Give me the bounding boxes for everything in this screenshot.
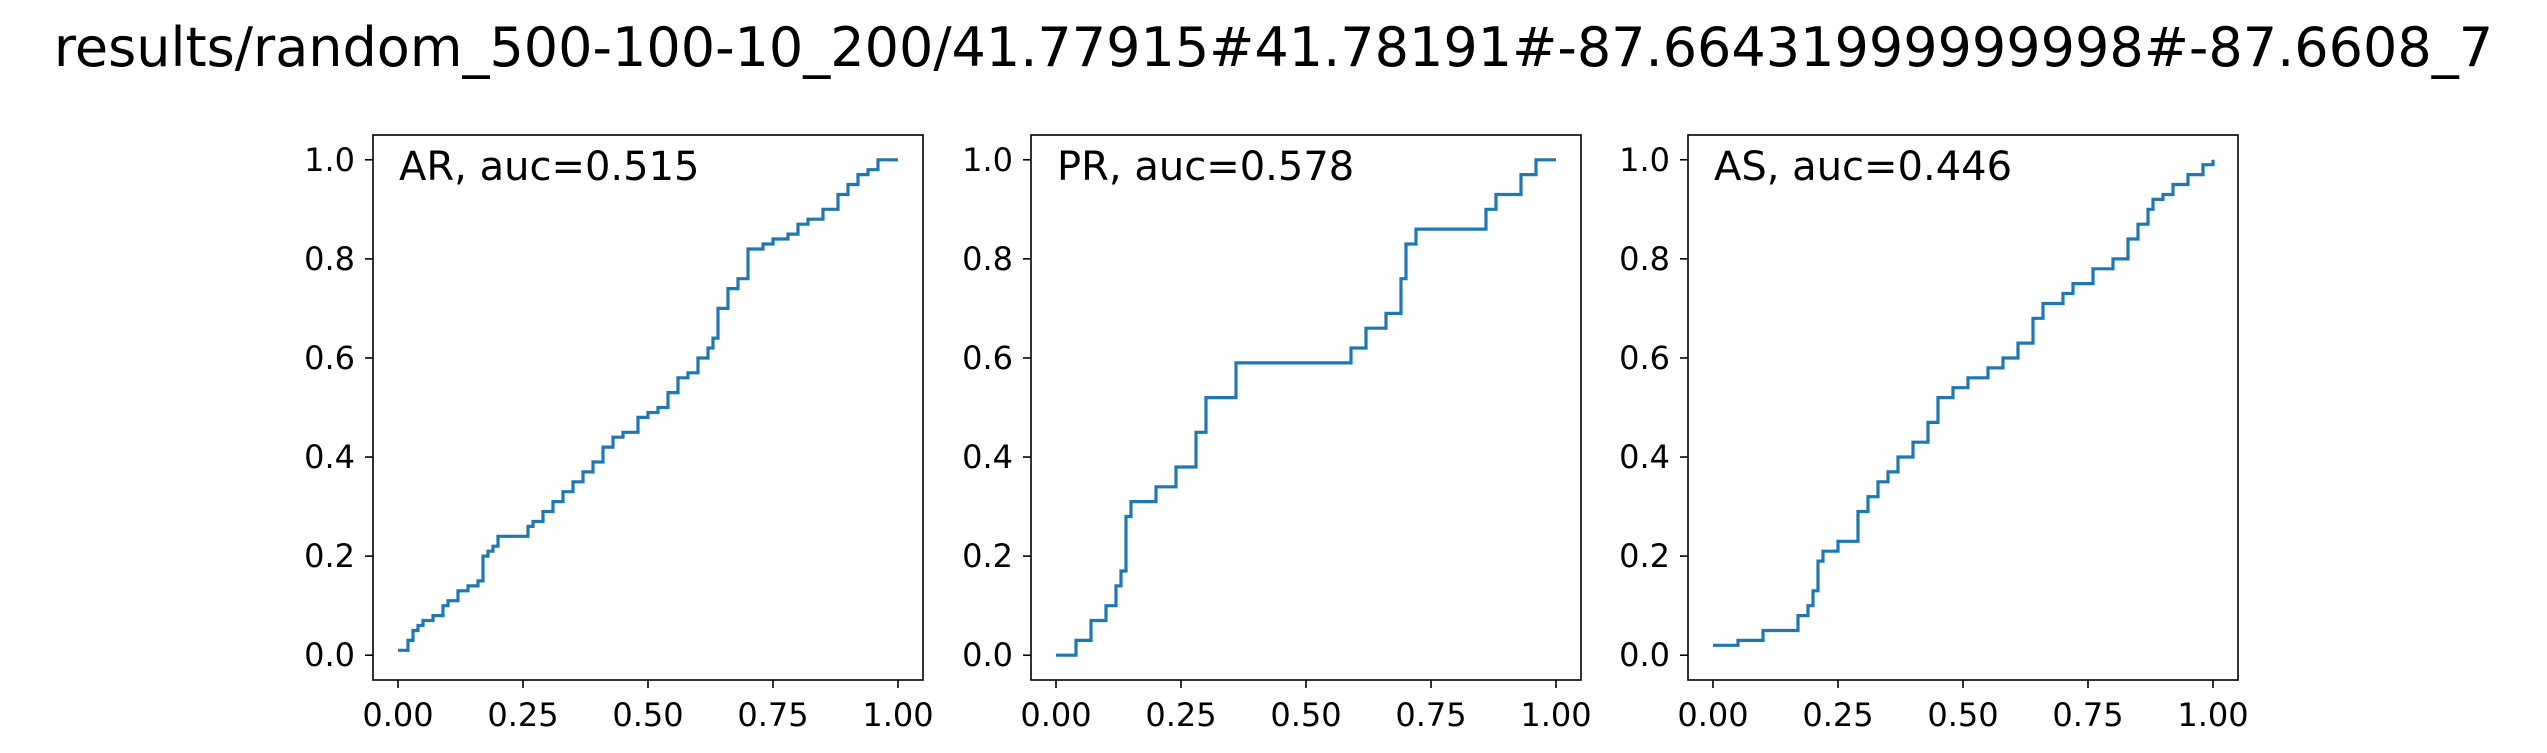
axes-frame <box>1687 134 2239 681</box>
y-tick-label: 0.0 <box>962 636 1013 674</box>
x-tick-label: 0.25 <box>487 696 558 734</box>
y-tick-label: 0.2 <box>1619 537 1670 575</box>
y-tick-label: 0.4 <box>304 438 355 476</box>
subplot-label: AR, auc=0.515 <box>399 144 699 190</box>
x-tick-label: 1.00 <box>862 696 933 734</box>
figure-title: results/random_500-100-10_200/41.77915#4… <box>53 16 2494 79</box>
series-line-1-1 <box>398 158 898 652</box>
y-tick-label: 0.2 <box>962 537 1013 575</box>
subplot-3: 0.00 0.25 0.50 0.75 1.00 0.0 0.2 0.4 0.6 0.8 1.0 AS… <box>1619 134 2249 734</box>
y-tick-label: 0.0 <box>304 636 355 674</box>
y-tick-label: 0.6 <box>304 339 355 377</box>
x-tick-label: 0.25 <box>1802 696 1873 734</box>
x-tick-label: 0.50 <box>1927 696 1998 734</box>
x-tick-label: 0.25 <box>1145 696 1216 734</box>
x-tick-label: 1.00 <box>1520 696 1591 734</box>
x-tick-label: 1.00 <box>2177 696 2248 734</box>
subplot-1: 0.00 0.25 0.50 0.75 1.00 0.0 0.2 0.4 0.6 0.8 1.0 AR… <box>304 134 934 734</box>
y-tick-label: 0.6 <box>1619 339 1670 377</box>
y-tick-label: 1.0 <box>304 141 355 179</box>
y-tick-label: 1.0 <box>1619 141 1670 179</box>
y-tick-label: 0.0 <box>1619 636 1670 674</box>
y-tick-label: 0.6 <box>962 339 1013 377</box>
y-tick-label: 0.2 <box>304 537 355 575</box>
x-tick-label: 0.00 <box>362 696 433 734</box>
y-tick-label: 0.8 <box>304 240 355 278</box>
subplot-label: PR, auc=0.578 <box>1057 144 1354 190</box>
x-tick-label: 0.75 <box>737 696 808 734</box>
axes-frame <box>372 134 924 681</box>
series-line-3-1 <box>1713 159 2215 647</box>
subplot-label: AS, auc=0.446 <box>1714 144 2012 190</box>
y-tick-label: 0.4 <box>1619 438 1670 476</box>
y-tick-label: 0.8 <box>962 240 1013 278</box>
y-tick-label: 0.8 <box>1619 240 1670 278</box>
series-line-2-1 <box>1056 158 1556 657</box>
subplot-2: 0.00 0.25 0.50 0.75 1.00 0.0 0.2 0.4 0.6 0.8 1.0 PR… <box>962 134 1592 734</box>
axes-frame <box>1030 134 1582 681</box>
y-tick-label: 0.4 <box>962 438 1013 476</box>
x-tick-label: 0.50 <box>612 696 683 734</box>
x-tick-label: 0.00 <box>1020 696 1091 734</box>
y-tick-label: 1.0 <box>962 141 1013 179</box>
x-tick-label: 0.75 <box>2052 696 2123 734</box>
x-tick-label: 0.75 <box>1395 696 1466 734</box>
x-tick-label: 0.00 <box>1677 696 1748 734</box>
x-tick-label: 0.50 <box>1270 696 1341 734</box>
